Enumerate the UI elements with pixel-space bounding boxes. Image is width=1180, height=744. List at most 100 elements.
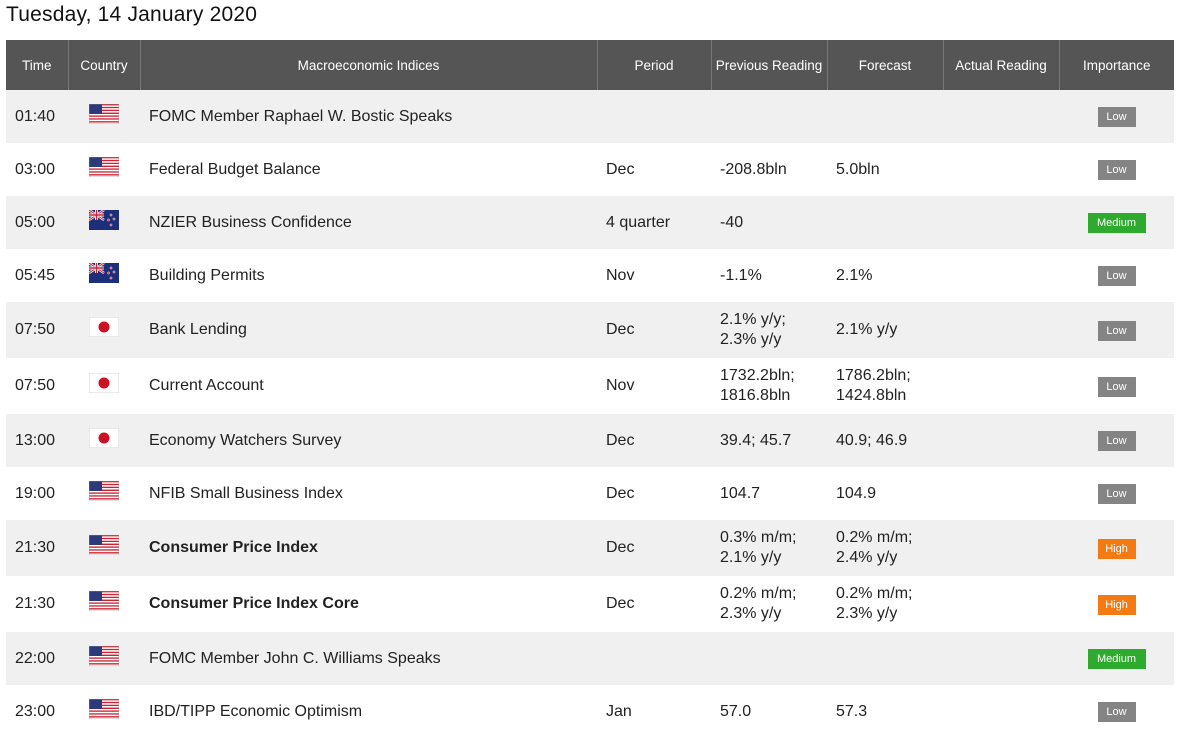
cell-country <box>68 249 140 302</box>
table-row[interactable]: 05:00 NZIER Business Confidence 4 quarter -… <box>6 196 1174 249</box>
cell-actual <box>943 576 1059 632</box>
cell-time: 03:00 <box>6 143 68 196</box>
table-row[interactable]: 23:00 IBD/TIPP Economic Optimism Jan 57.0 57… <box>6 685 1174 738</box>
cell-importance: Low <box>1059 302 1174 358</box>
table-row[interactable]: 19:00 NFIB Small Business Index Dec 104.7 10… <box>6 467 1174 520</box>
jp-flag-icon <box>88 427 120 454</box>
cell-importance: Low <box>1059 685 1174 738</box>
importance-badge: High <box>1097 538 1136 559</box>
cell-importance: Low <box>1059 90 1174 143</box>
importance-badge: Low <box>1097 107 1136 127</box>
cell-time: 05:45 <box>6 249 68 302</box>
cell-actual <box>943 358 1059 414</box>
col-header-time[interactable]: Time <box>6 40 69 90</box>
cell-country <box>68 520 140 576</box>
page-title: Tuesday, 14 January 2020 <box>6 3 258 26</box>
cell-previous: 39.4; 45.7 <box>711 414 827 467</box>
cell-indicator[interactable]: Bank Lending <box>140 302 597 358</box>
us-flag-icon <box>88 590 120 617</box>
cell-period: 4 quarter <box>597 196 711 249</box>
cell-period: Dec <box>597 467 711 520</box>
cell-indicator[interactable]: Consumer Price Index <box>140 520 597 576</box>
table-row[interactable]: 07:50 Bank Lending Dec 2.1% y/y; 2.3% y/y 2.… <box>6 302 1174 358</box>
cell-country <box>68 143 140 196</box>
cell-country <box>68 414 140 467</box>
cell-indicator[interactable]: FOMC Member Raphael W. Bostic Speaks <box>140 90 597 143</box>
cell-actual <box>943 632 1059 685</box>
importance-badge: Medium <box>1087 649 1146 669</box>
cell-importance: High <box>1059 520 1174 576</box>
col-header-country[interactable]: Country <box>68 40 141 90</box>
importance-badge: Low <box>1097 160 1136 180</box>
cell-indicator[interactable]: Building Permits <box>140 249 597 302</box>
cell-actual <box>943 414 1059 467</box>
cell-period: Dec <box>597 520 711 576</box>
cell-time: 19:00 <box>6 467 68 520</box>
cell-country <box>68 576 140 632</box>
cell-actual <box>943 90 1059 143</box>
cell-forecast: 0.2% m/m; 2.3% y/y <box>827 576 943 632</box>
cell-previous <box>711 90 827 143</box>
importance-badge: Low <box>1097 320 1136 341</box>
table-row[interactable]: 22:00 FOMC Member John C. Williams Speaks… <box>6 632 1174 685</box>
cell-time: 07:50 <box>6 358 68 414</box>
us-flag-icon <box>88 103 120 130</box>
col-header-importance[interactable]: Importance <box>1059 40 1174 90</box>
cell-forecast: 2.1% y/y <box>827 302 943 358</box>
cell-indicator[interactable]: Current Account <box>140 358 597 414</box>
cell-period <box>597 632 711 685</box>
cell-time: 01:40 <box>6 90 68 143</box>
cell-indicator[interactable]: IBD/TIPP Economic Optimism <box>140 685 597 738</box>
table-row[interactable]: 21:30 Consumer Price Index Dec 0.3% m/m; 2.… <box>6 520 1174 576</box>
table-row[interactable]: 13:00 Economy Watchers Survey Dec 39.4; 45.… <box>6 414 1174 467</box>
col-header-indices[interactable]: Macroeconomic Indices <box>140 40 598 90</box>
us-flag-icon <box>88 156 120 183</box>
cell-importance: Medium <box>1059 196 1174 249</box>
cell-importance: Low <box>1059 467 1174 520</box>
cell-country <box>68 302 140 358</box>
cell-forecast: 0.2% m/m; 2.4% y/y <box>827 520 943 576</box>
cell-forecast <box>827 90 943 143</box>
cell-country <box>68 467 140 520</box>
cell-period: Jan <box>597 685 711 738</box>
cell-previous <box>711 632 827 685</box>
cell-indicator[interactable]: Economy Watchers Survey <box>140 414 597 467</box>
cell-previous: 1732.2bln; 1816.8bln <box>711 358 827 414</box>
cell-country <box>68 90 140 143</box>
cell-period: Dec <box>597 414 711 467</box>
cell-indicator[interactable]: NZIER Business Confidence <box>140 196 597 249</box>
us-flag-icon <box>88 698 120 725</box>
cell-actual <box>943 143 1059 196</box>
cell-actual <box>943 520 1059 576</box>
us-flag-icon <box>88 534 120 561</box>
cell-forecast: 2.1% <box>827 249 943 302</box>
cell-time: 07:50 <box>6 302 68 358</box>
us-flag-icon <box>88 645 120 672</box>
col-header-previous[interactable]: Previous Reading <box>711 40 828 90</box>
col-header-forecast[interactable]: Forecast <box>827 40 944 90</box>
cell-indicator[interactable]: NFIB Small Business Index <box>140 467 597 520</box>
col-header-period[interactable]: Period <box>597 40 712 90</box>
table-row[interactable]: 21:30 Consumer Price Index Core Dec 0.2% m/… <box>6 576 1174 632</box>
table-row[interactable]: 01:40 FOMC Member Raphael W. Bostic Speak… <box>6 90 1174 143</box>
cell-indicator[interactable]: Consumer Price Index Core <box>140 576 597 632</box>
table-row[interactable]: 03:00 Federal Budget Balance Dec -208.8bln 5… <box>6 143 1174 196</box>
jp-flag-icon <box>88 316 120 343</box>
cell-time: 21:30 <box>6 520 68 576</box>
cell-indicator[interactable]: FOMC Member John C. Williams Speaks <box>140 632 597 685</box>
cell-indicator[interactable]: Federal Budget Balance <box>140 143 597 196</box>
cell-previous: 57.0 <box>711 685 827 738</box>
cell-forecast: 57.3 <box>827 685 943 738</box>
cell-previous: -40 <box>711 196 827 249</box>
importance-badge: High <box>1097 594 1136 615</box>
cell-previous: 2.1% y/y; 2.3% y/y <box>711 302 827 358</box>
col-header-actual[interactable]: Actual Reading <box>943 40 1060 90</box>
cell-forecast: 5.0bln <box>827 143 943 196</box>
cell-actual <box>943 196 1059 249</box>
cell-period: Dec <box>597 143 711 196</box>
importance-badge: Low <box>1097 484 1136 504</box>
cell-previous: 0.3% m/m; 2.1% y/y <box>711 520 827 576</box>
cell-country <box>68 358 140 414</box>
table-row[interactable]: 05:45 Building Permits Nov -1.1% 2.1% Low <box>6 249 1174 302</box>
table-row[interactable]: 07:50 Current Account Nov 1732.2bln; 1816.8… <box>6 358 1174 414</box>
